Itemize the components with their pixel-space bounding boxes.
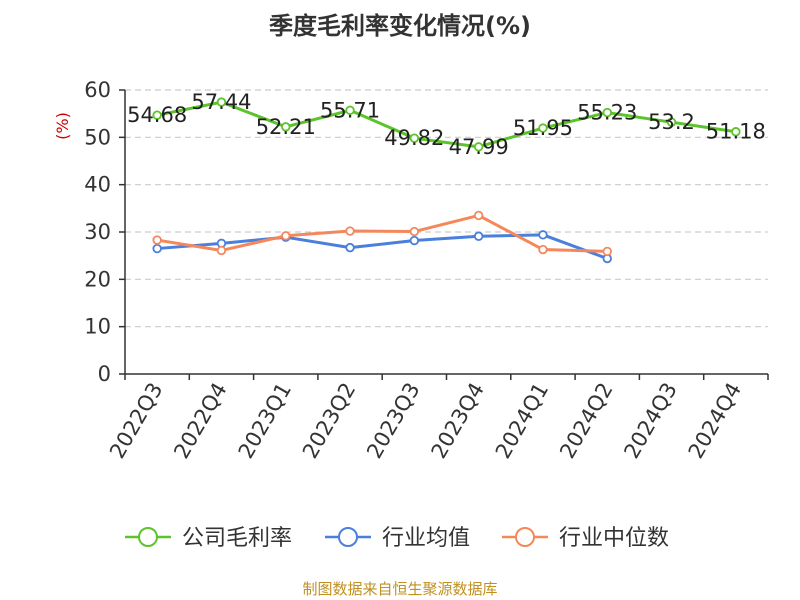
source-note: 制图数据来自恒生聚源数据库 [302,580,498,598]
industry-avg-point [409,235,420,246]
company-line [156,100,737,149]
industry-median-point [345,226,355,236]
y-tick-label: 10 [84,315,111,339]
company-point [602,107,612,118]
legend-industry-avg-text: 行业均值 [382,526,470,551]
y-tick-label: 0 [98,362,111,386]
x-tick-label: 2024Q4 [684,379,746,463]
legend-industry-avg-marker [338,527,358,547]
industry-median-point [473,210,484,221]
industry-median-point [409,226,420,237]
company-point [152,110,162,120]
x-tick-label: 2024Q2 [555,379,617,463]
industry-avg-point [538,230,548,240]
legend-company-marker [138,527,158,547]
data-label: 57.44 [191,90,251,114]
x-tick-label: 2024Q3 [619,379,681,463]
x-tick-label: 2022Q4 [169,379,231,463]
y-tick-label: 20 [84,267,111,291]
y-tick-label: 60 [84,78,111,102]
x-tick-label: 2023Q1 [234,379,296,463]
x-tick-label: 2023Q3 [362,379,424,463]
industry-avg-line [157,233,608,260]
company-point [666,117,677,127]
x-tick-label: 2023Q4 [427,379,489,463]
legend-company-text: 公司毛利率 [182,526,292,551]
industry-avg-point [345,242,355,253]
industry-median-point [602,246,612,257]
industry-median-point [281,231,291,241]
data-label: 47.99 [449,135,509,159]
data-label: 53.2 [648,110,695,134]
x-tick-label: 2023Q2 [298,379,360,463]
company-point [731,127,741,137]
data-label: 55.23 [577,101,637,125]
x-tick-label: 2022Q3 [105,379,167,463]
y-tick-label: 40 [84,173,111,197]
data-label: 51.18 [706,120,766,144]
data-label: 55.71 [320,98,380,122]
industry-median-point [152,235,162,245]
company-point [281,122,291,132]
industry-median-point [216,245,227,256]
industry-median-point [538,244,548,255]
industry-avg-point [473,231,484,241]
y-tick-label: 50 [84,125,111,149]
company-point [216,97,227,107]
chart-title: 季度毛利率变化情况(%) [269,12,531,40]
y-tick-label: 30 [84,220,111,244]
x-tick-label: 2024Q1 [491,379,553,463]
industry-avg-point [152,243,162,254]
data-label: 51.95 [513,116,573,140]
industry-median-line [156,213,608,253]
data-label: 49.82 [384,126,444,150]
data-label: 52.21 [256,115,316,139]
company-point [345,105,355,116]
legend-industry-median-marker [515,527,535,547]
company-point [473,142,484,152]
data-label: 54.68 [127,103,187,127]
legend-industry-median-text: 行业中位数 [559,526,669,551]
company-point [409,133,420,143]
y-axis-label: (%) [53,112,72,140]
company-point [538,123,548,133]
